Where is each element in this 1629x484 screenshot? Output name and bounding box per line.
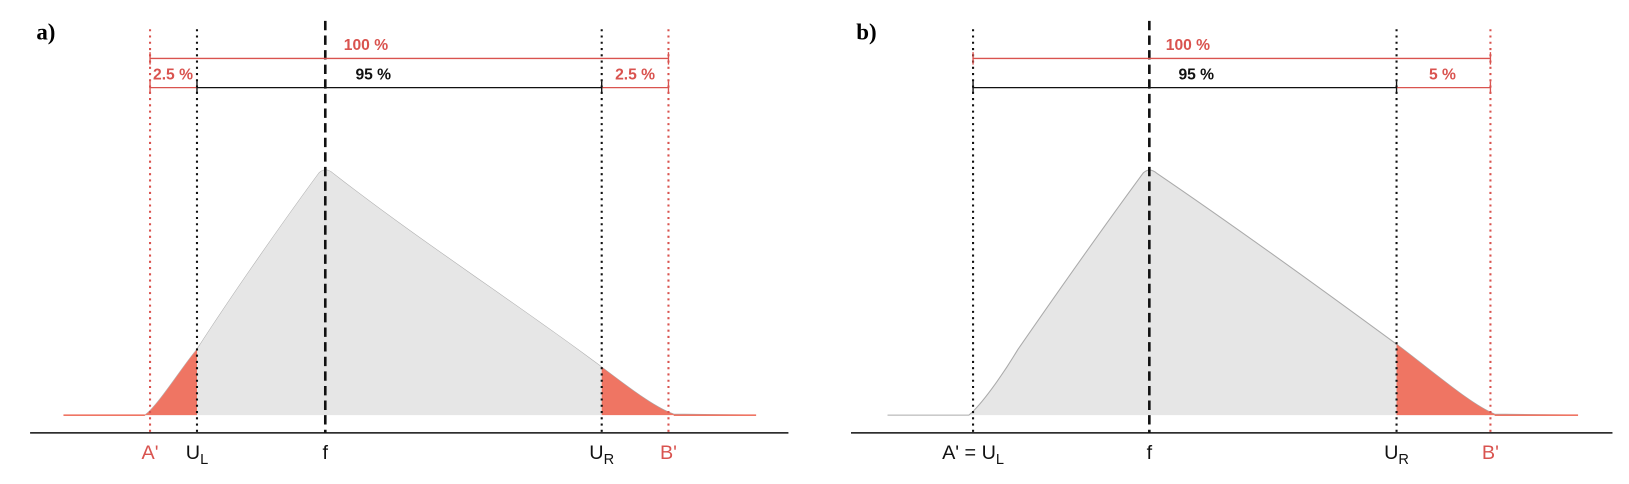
b-prime-label: B' [1482, 442, 1499, 464]
panel-label: a) [36, 20, 55, 45]
ul-sub: L [996, 452, 1004, 468]
ur-label: UR [589, 442, 614, 468]
a-prime-label: A' [142, 442, 159, 464]
ur-sub: R [1398, 452, 1409, 468]
panel-a: a) 100 % 2.5 % 95 % 2.5 % A' UL f UR B' [30, 20, 789, 468]
ul-main: U [186, 442, 200, 464]
left-tail [144, 349, 197, 416]
right-label: 5 % [1429, 66, 1456, 83]
bracket-middle [972, 81, 1398, 94]
a-prime-ul-main: A' = U [942, 442, 996, 464]
ur-label: UR [1384, 442, 1409, 468]
total-label: 100 % [1166, 37, 1210, 54]
bracket-total [972, 52, 1492, 65]
right-label: 2.5 % [615, 66, 655, 83]
mode-label: f [323, 442, 329, 464]
right-tail [1396, 344, 1495, 416]
left-label: 2.5 % [153, 66, 193, 83]
right-tail [601, 367, 674, 416]
panel-label: b) [856, 20, 876, 45]
density-curve [887, 169, 1579, 416]
ul-sub: L [200, 452, 208, 468]
b-prime-label: B' [660, 442, 677, 464]
ul-label: UL [186, 442, 208, 468]
bracket-tails [149, 81, 670, 94]
panel-b: b) 100 % 95 % 5 % A' = UL f UR B' [851, 20, 1613, 468]
middle-label: 95 % [355, 66, 391, 83]
bracket-total [149, 52, 670, 65]
ur-sub: R [604, 452, 615, 468]
bracket-tail [1396, 81, 1492, 94]
ur-main: U [1384, 442, 1398, 464]
middle-label: 95 % [1178, 66, 1214, 83]
bracket-middle [196, 81, 603, 94]
mode-label: f [1147, 442, 1153, 464]
total-label: 100 % [344, 37, 388, 54]
ur-main: U [589, 442, 603, 464]
density-area [144, 170, 602, 416]
a-prime-ul-label: A' = UL [942, 442, 1004, 468]
